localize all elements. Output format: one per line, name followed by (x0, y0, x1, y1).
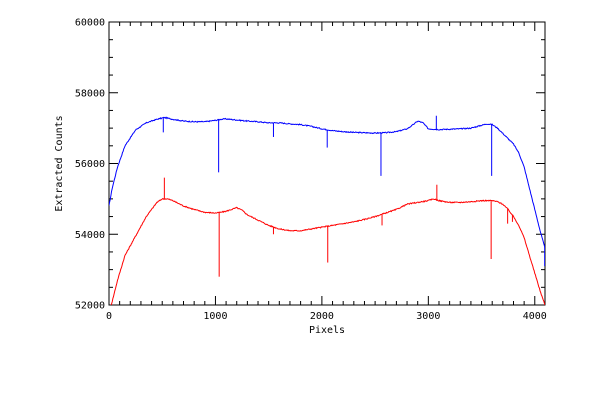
series-1 (110, 177, 545, 305)
plot-frame (108, 21, 546, 306)
y-tick-label: 56000 (75, 159, 105, 170)
x-tick-label: 4000 (523, 311, 547, 322)
series-line-0 (109, 116, 545, 249)
series-line-1 (110, 197, 545, 305)
axes (108, 21, 546, 306)
series-0 (109, 115, 545, 267)
x-tick-label: 0 (106, 311, 112, 322)
y-tick-label: 58000 (75, 88, 105, 99)
y-tick-label: 54000 (75, 230, 105, 241)
y-axis-title: Extracted Counts (54, 115, 65, 211)
y-tick-label: 60000 (75, 18, 105, 29)
x-axis-title: Pixels (309, 325, 345, 336)
tick-labels: 0 1000 2000 3000 4000 52000 54000 56000 58000 600… (75, 18, 547, 323)
series-group (109, 115, 545, 305)
y-tick-label: 52000 (75, 301, 105, 312)
x-tick-label: 2000 (310, 311, 334, 322)
x-tick-label: 1000 (203, 311, 227, 322)
x-tick-label: 3000 (416, 311, 440, 322)
